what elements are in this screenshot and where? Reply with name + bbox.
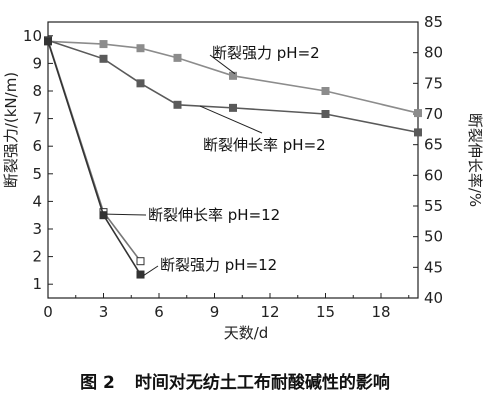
leader-strength-ph12 xyxy=(143,265,159,276)
leader-elongation-ph2 xyxy=(199,105,263,134)
figure-caption: 图 2 时间对无纺土工布耐酸碱性的影响 xyxy=(0,368,490,393)
series-2-point xyxy=(321,110,330,118)
series-2-point xyxy=(229,103,237,112)
series-1-point xyxy=(321,87,330,95)
leader-elongation-ph12 xyxy=(106,213,147,216)
series-2-point xyxy=(173,100,182,109)
left-y-tick-label: 3 xyxy=(32,220,42,238)
x-axis-title: 天数/d xyxy=(224,324,269,342)
x-tick-label: 15 xyxy=(316,303,335,321)
left-y-tick-label: 6 xyxy=(32,137,42,155)
left-y-tick-label: 8 xyxy=(32,82,42,100)
series-layer xyxy=(44,36,422,279)
right-y-tick-label: 55 xyxy=(424,197,443,215)
caption-text: 时间对无纺土工布耐酸碱性的影响 xyxy=(134,373,390,393)
annotation-strength-ph12: 断裂强力 pH=12 xyxy=(160,256,277,274)
series-4-point xyxy=(99,211,108,220)
right-y-tick-label: 70 xyxy=(424,105,443,123)
x-tick-label: 18 xyxy=(371,303,390,321)
x-tick-label: 6 xyxy=(154,303,164,321)
annotation-strength-ph2: 断裂强力 pH=2 xyxy=(212,44,320,62)
leader-strength-ph2 xyxy=(209,54,236,75)
x-tick-label: 3 xyxy=(99,303,109,321)
plot-frame xyxy=(47,21,419,299)
series-1-point xyxy=(136,44,145,53)
left-y-tick-label: 7 xyxy=(32,110,42,128)
series-1-point xyxy=(229,71,237,80)
x-axis-ticks: 0 3 6 9 12 15 18 xyxy=(43,293,410,321)
x-tick-label: 0 xyxy=(43,303,53,321)
annotation-elongation-ph2: 断裂伸长率 pH=2 xyxy=(203,136,326,154)
series-1-point xyxy=(414,109,422,118)
series-1-point xyxy=(99,40,108,49)
series-1-point xyxy=(173,53,182,62)
series-4-point xyxy=(136,270,145,279)
series-4-point xyxy=(44,37,52,46)
right-y-tick-label: 60 xyxy=(424,166,443,184)
right-y-tick-label: 65 xyxy=(424,136,443,154)
plot-axes xyxy=(47,21,419,299)
series-2-point xyxy=(414,128,422,137)
left-y-tick-label: 5 xyxy=(32,165,42,183)
series-2-point xyxy=(99,54,108,63)
annotation-leaders xyxy=(106,54,263,276)
series-2-point xyxy=(136,79,145,88)
right-y-tick-label: 75 xyxy=(424,74,443,92)
series-line-4 xyxy=(47,41,142,275)
right-y-tick-label: 85 xyxy=(424,13,443,31)
left-y-tick-label: 2 xyxy=(32,248,42,266)
left-y-axis-ticks: 1 2 3 4 5 6 7 8 9 10 xyxy=(23,27,53,293)
right-y-tick-label: 40 xyxy=(424,289,443,307)
annotation-elongation-ph12: 断裂伸长率 pH=12 xyxy=(148,206,280,224)
series-3-point xyxy=(136,257,145,266)
right-y-tick-label: 45 xyxy=(424,258,443,276)
right-y-axis-title: 断裂伸长率/% xyxy=(466,113,484,207)
left-y-tick-label: 10 xyxy=(23,27,42,45)
x-tick-label: 9 xyxy=(210,303,220,321)
right-y-axis-ticks: 40 45 50 55 60 65 70 75 80 85 xyxy=(413,13,443,307)
left-y-tick-label: 9 xyxy=(32,54,42,72)
left-y-tick-label: 4 xyxy=(32,192,42,210)
left-y-tick-label: 1 xyxy=(32,275,42,293)
x-tick-label: 12 xyxy=(260,303,279,321)
right-y-tick-label: 80 xyxy=(424,44,443,62)
right-y-tick-label: 50 xyxy=(424,228,443,246)
left-y-axis-title: 断裂强力/(kN/m) xyxy=(2,72,20,188)
caption-number: 图 2 xyxy=(80,373,115,393)
